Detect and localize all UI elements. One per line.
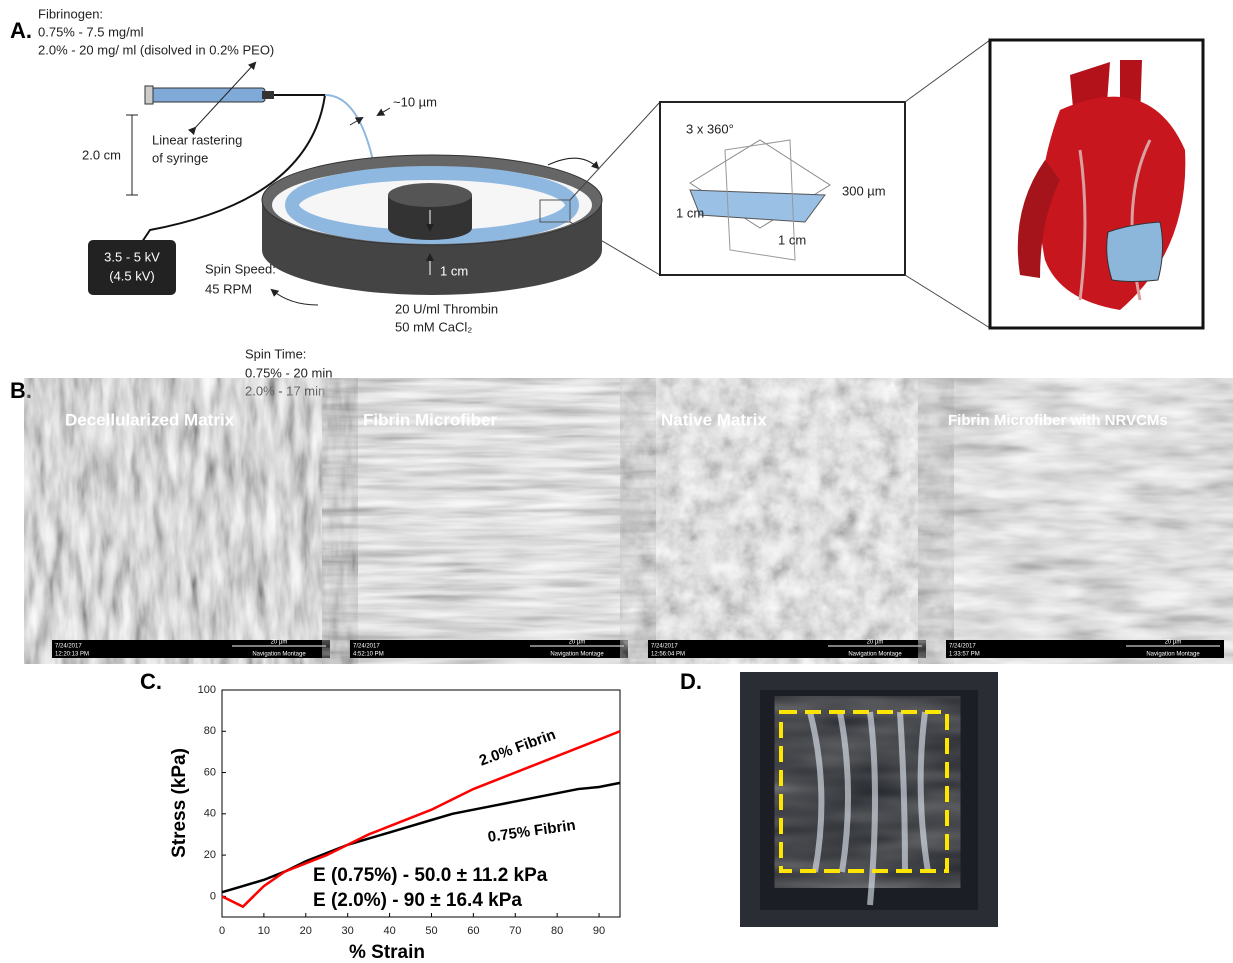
spin-time: Spin Time: bbox=[245, 346, 306, 361]
x-tick-label: 90 bbox=[593, 925, 605, 937]
scale-label: 20 µm bbox=[271, 640, 288, 646]
bath-label: 20 U/ml Thrombin bbox=[395, 301, 498, 316]
height-label: 1 cm bbox=[440, 263, 468, 278]
sem-image bbox=[946, 402, 1224, 640]
modulus-annotation: E (0.75%) - 50.0 ± 11.2 kPa bbox=[313, 865, 548, 886]
x-tick-label: 10 bbox=[258, 925, 270, 937]
panel-label: C. bbox=[140, 669, 162, 694]
y-tick-label: 80 bbox=[204, 725, 216, 737]
spin-time: 2.0% - 17 min bbox=[245, 383, 325, 398]
sem-image bbox=[52, 402, 330, 640]
spin-speed: 45 RPM bbox=[205, 281, 252, 296]
fibrinogen-conc: 2.0% - 20 mg/ ml (disolved in 0.2% PEO) bbox=[38, 42, 274, 57]
y-tick-label: 60 bbox=[204, 766, 216, 778]
scaffold-photo bbox=[740, 672, 998, 927]
setup-diagram bbox=[88, 40, 1203, 328]
rastering-label: of syringe bbox=[152, 150, 208, 165]
figure: A. B. C. D. Fibrinogen: 0.75% - 7.5 mg/m… bbox=[0, 0, 1233, 963]
x-axis-label: % Strain bbox=[349, 942, 425, 963]
spin-time: 0.75% - 20 min bbox=[245, 365, 332, 380]
scale-label: 20 µm bbox=[1165, 640, 1182, 646]
info-time: 1:33:57 PM bbox=[949, 652, 980, 658]
scale-label: 20 µm bbox=[569, 640, 586, 646]
x-tick-label: 60 bbox=[467, 925, 479, 937]
info-mode: Navigation Montage bbox=[252, 652, 306, 658]
series-annotation: 0.75% Fibrin bbox=[487, 817, 577, 846]
info-date: 7/24/2017 bbox=[949, 644, 976, 650]
x-tick-label: 0 bbox=[219, 925, 225, 937]
x-tick-label: 20 bbox=[300, 925, 312, 937]
sem-title: Native Matrix bbox=[661, 410, 767, 429]
x-tick-label: 30 bbox=[342, 925, 354, 937]
info-date: 7/24/2017 bbox=[651, 644, 678, 650]
voltage-label: (4.5 kV) bbox=[109, 268, 155, 283]
info-mode: Navigation Montage bbox=[1146, 652, 1200, 658]
info-mode: Navigation Montage bbox=[550, 652, 604, 658]
fiber-diameter: ~10 µm bbox=[393, 94, 437, 109]
voltage-label: 3.5 - 5 kV bbox=[104, 249, 160, 264]
y-tick-label: 20 bbox=[204, 849, 216, 861]
info-date: 7/24/2017 bbox=[353, 644, 380, 650]
y-tick-label: 40 bbox=[204, 808, 216, 820]
sem-image bbox=[648, 402, 926, 640]
sem-title: Fibrin Microfiber with NRVCMs bbox=[948, 412, 1168, 429]
info-time: 12:56:04 PM bbox=[651, 652, 685, 658]
sem-title: Fibrin Microfiber bbox=[363, 410, 498, 429]
x-tick-label: 40 bbox=[383, 925, 395, 937]
modulus-annotation: E (2.0%) - 90 ± 16.4 kPa bbox=[313, 890, 522, 911]
y-axis-label: Stress (kPa) bbox=[169, 748, 190, 858]
width-label: 1 cm bbox=[676, 205, 704, 220]
distance-label: 2.0 cm bbox=[82, 147, 121, 162]
x-tick-label: 80 bbox=[551, 925, 563, 937]
rastering-label: Linear rastering bbox=[152, 132, 242, 147]
fibrinogen-label: Fibrinogen: bbox=[38, 6, 103, 21]
panel-label: D. bbox=[680, 669, 702, 694]
fibrinogen-conc: 0.75% - 7.5 mg/ml bbox=[38, 24, 144, 39]
thickness-label: 300 µm bbox=[842, 183, 886, 198]
length-label: 1 cm bbox=[778, 232, 806, 247]
sem-image bbox=[350, 402, 628, 640]
y-tick-label: 0 bbox=[210, 890, 216, 902]
rotation-label: 3 x 360° bbox=[686, 121, 734, 136]
info-time: 4:52:10 PM bbox=[353, 652, 384, 658]
series-annotation: 2.0% Fibrin bbox=[477, 726, 558, 769]
scale-label: 20 µm bbox=[867, 640, 884, 646]
x-tick-label: 70 bbox=[509, 925, 521, 937]
x-tick-label: 50 bbox=[425, 925, 437, 937]
info-mode: Navigation Montage bbox=[848, 652, 902, 658]
sem-images: Decellularized Matrix 7/24/2017 12:20:13 P… bbox=[52, 402, 1224, 658]
spin-speed: Spin Speed: bbox=[205, 261, 276, 276]
info-date: 7/24/2017 bbox=[55, 644, 82, 650]
y-tick-label: 100 bbox=[198, 684, 216, 696]
panel-label: A. bbox=[10, 18, 32, 43]
panel-label: B. bbox=[10, 378, 32, 403]
sem-title: Decellularized Matrix bbox=[65, 410, 235, 429]
info-time: 12:20:13 PM bbox=[55, 652, 89, 658]
bath-label: 50 mM CaCl₂ bbox=[395, 319, 472, 334]
